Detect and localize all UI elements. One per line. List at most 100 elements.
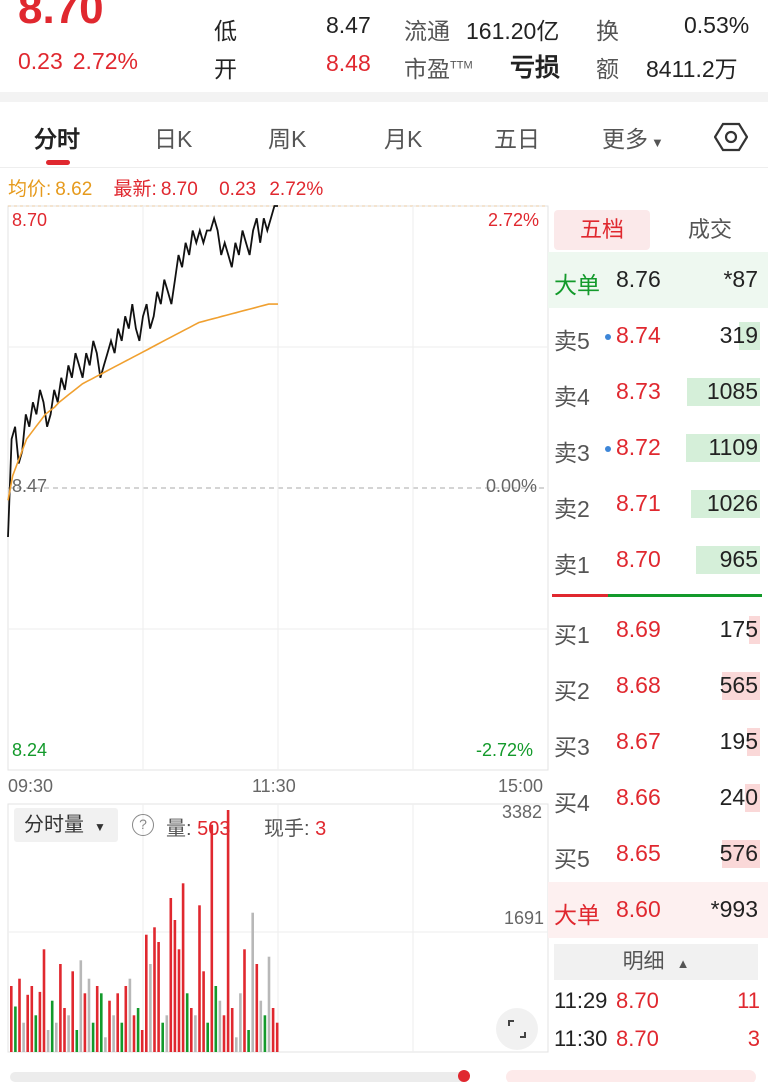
volume-bar <box>230 1008 234 1052</box>
level-volume-bar <box>739 322 760 350</box>
tab-intraday[interactable]: 分时 <box>34 126 80 152</box>
volume-bar <box>50 1000 54 1052</box>
scroll-handle[interactable] <box>458 1070 470 1082</box>
tab-daily-k[interactable]: 日K <box>154 126 193 152</box>
volume-bar <box>202 971 205 1052</box>
price-line <box>7 205 278 538</box>
detail-toggle[interactable]: 明细 ▲ <box>554 944 758 980</box>
bid-row[interactable]: 买2 8.68 565 <box>548 658 768 714</box>
amount-value: 8411.2万 <box>646 56 738 82</box>
open-value: 8.48 <box>326 50 371 76</box>
volume-readout: 量: 503 <box>166 818 231 840</box>
volume-bar <box>91 1022 95 1052</box>
big-buy-row[interactable]: 大单 8.60 *993 <box>548 882 768 938</box>
ask-row[interactable]: 卖4 8.73 1085 <box>548 364 768 420</box>
volume-bar <box>149 964 152 1052</box>
tab-weekly-k[interactable]: 周K <box>268 126 307 152</box>
volume-bar <box>30 986 34 1052</box>
level-volume: 565 <box>719 672 758 698</box>
volume-bar <box>59 964 62 1052</box>
amount-label: 额 <box>596 56 619 82</box>
tab-five-day[interactable]: 五日 <box>494 126 540 152</box>
tab-trades[interactable]: 成交 <box>687 217 732 242</box>
ask-row[interactable]: 卖3 8.72 1109 <box>548 420 768 476</box>
intraday-chart[interactable]: 8.70 8.47 8.24 2.72% 0.00% -2.72% 09:30 … <box>0 200 550 1056</box>
trade-volume: 3 <box>747 1026 760 1051</box>
volume-bar <box>218 1000 222 1052</box>
bid-row[interactable]: 买1 8.69 175 <box>548 602 768 658</box>
tab-five-levels[interactable]: 五档 <box>554 210 650 250</box>
trade-time: 11:29 <box>554 988 608 1013</box>
bid-row[interactable]: 买4 8.66 240 <box>548 770 768 826</box>
volume-bar <box>87 978 91 1052</box>
order-dot-icon <box>605 446 611 452</box>
settings-icon[interactable] <box>714 120 748 154</box>
level-price: 8.66 <box>616 784 661 810</box>
level-volume-bar <box>747 728 760 756</box>
volume-bar <box>145 934 148 1052</box>
level-volume: 319 <box>719 322 758 348</box>
bottom-action-button[interactable] <box>506 1070 756 1082</box>
level-label: 买2 <box>554 678 590 704</box>
pe-value: 亏损 <box>510 54 561 82</box>
ask-row[interactable]: 卖1 8.70 965 <box>548 532 768 588</box>
bottom-bar <box>0 1062 768 1082</box>
tab-monthly-k[interactable]: 月K <box>384 126 423 152</box>
bid-row[interactable]: 买3 8.67 195 <box>548 714 768 770</box>
level-price: 8.71 <box>616 490 661 516</box>
scroll-track[interactable] <box>10 1072 466 1082</box>
change-value: 0.23 <box>18 48 63 74</box>
volume-bar <box>198 905 201 1052</box>
level-volume-bar <box>696 546 760 574</box>
average-line <box>7 303 278 501</box>
level-label: 买1 <box>554 622 590 648</box>
quote-header: 8.70 0.23 2.72% 低 8.47 流通 161.20亿 换 0.53%… <box>0 0 768 92</box>
volume-bar <box>214 986 218 1052</box>
trade-price: 8.70 <box>616 988 659 1013</box>
level-price: 8.68 <box>616 672 661 698</box>
volume-bar <box>67 1015 70 1052</box>
level-volume: 175 <box>719 616 758 642</box>
volume-bar <box>34 1015 38 1052</box>
volume-type-selector[interactable]: 分时量 ▼ <box>14 808 118 842</box>
order-book-panel: 五档 成交 大单 8.76 *87 卖5 8.74 319 卖4 8.73 1085 卖3 8.72… <box>548 204 768 1060</box>
volume-bar <box>22 1022 25 1052</box>
bid-row[interactable]: 买5 8.65 576 <box>548 826 768 882</box>
level-price: 8.60 <box>616 896 661 922</box>
volume-bar <box>243 949 246 1052</box>
trade-volume: 11 <box>737 988 760 1013</box>
ask-row[interactable]: 卖2 8.71 1026 <box>548 476 768 532</box>
caret-down-icon: ▼ <box>651 135 664 150</box>
big-sell-row[interactable]: 大单 8.76 *87 <box>548 252 768 308</box>
volume-bar <box>108 1000 111 1052</box>
volume-bar <box>140 1030 144 1052</box>
volume-bar <box>104 1037 107 1052</box>
volume-bar <box>132 1015 136 1052</box>
volume-bar <box>71 971 74 1052</box>
volume-bar <box>194 1015 197 1052</box>
level-price: 8.76 <box>616 266 661 292</box>
price-change: 0.23 2.72% <box>18 48 148 75</box>
spread-divider-green <box>608 594 762 597</box>
volume-bar <box>210 824 214 1052</box>
period-tabs: 分时 日K 周K 月K 五日 更多 ▼ <box>0 102 768 168</box>
y-min-label: 8.24 <box>12 740 48 760</box>
trade-time: 11:30 <box>554 1026 608 1051</box>
volume-bar <box>239 993 242 1052</box>
volume-bar <box>46 1030 50 1052</box>
fullscreen-button[interactable] <box>496 1008 538 1050</box>
volume-bar <box>251 912 254 1052</box>
ask-row[interactable]: 卖5 8.74 319 <box>548 308 768 364</box>
volume-bar <box>26 994 29 1052</box>
help-icon[interactable]: ? <box>132 814 154 836</box>
tab-more[interactable]: 更多 ▼ <box>602 126 664 152</box>
x-tick-label: 15:00 <box>498 776 544 796</box>
level-volume: 576 <box>719 840 758 866</box>
level-label: 买4 <box>554 790 590 816</box>
volume-bar <box>75 1030 79 1052</box>
volume-bar <box>83 993 87 1052</box>
avg-price: 均价: 8.62 <box>8 179 93 200</box>
chart-canvas <box>7 205 549 1053</box>
y-right-max-label: 2.72% <box>488 210 540 230</box>
level-price: 8.74 <box>616 322 661 348</box>
